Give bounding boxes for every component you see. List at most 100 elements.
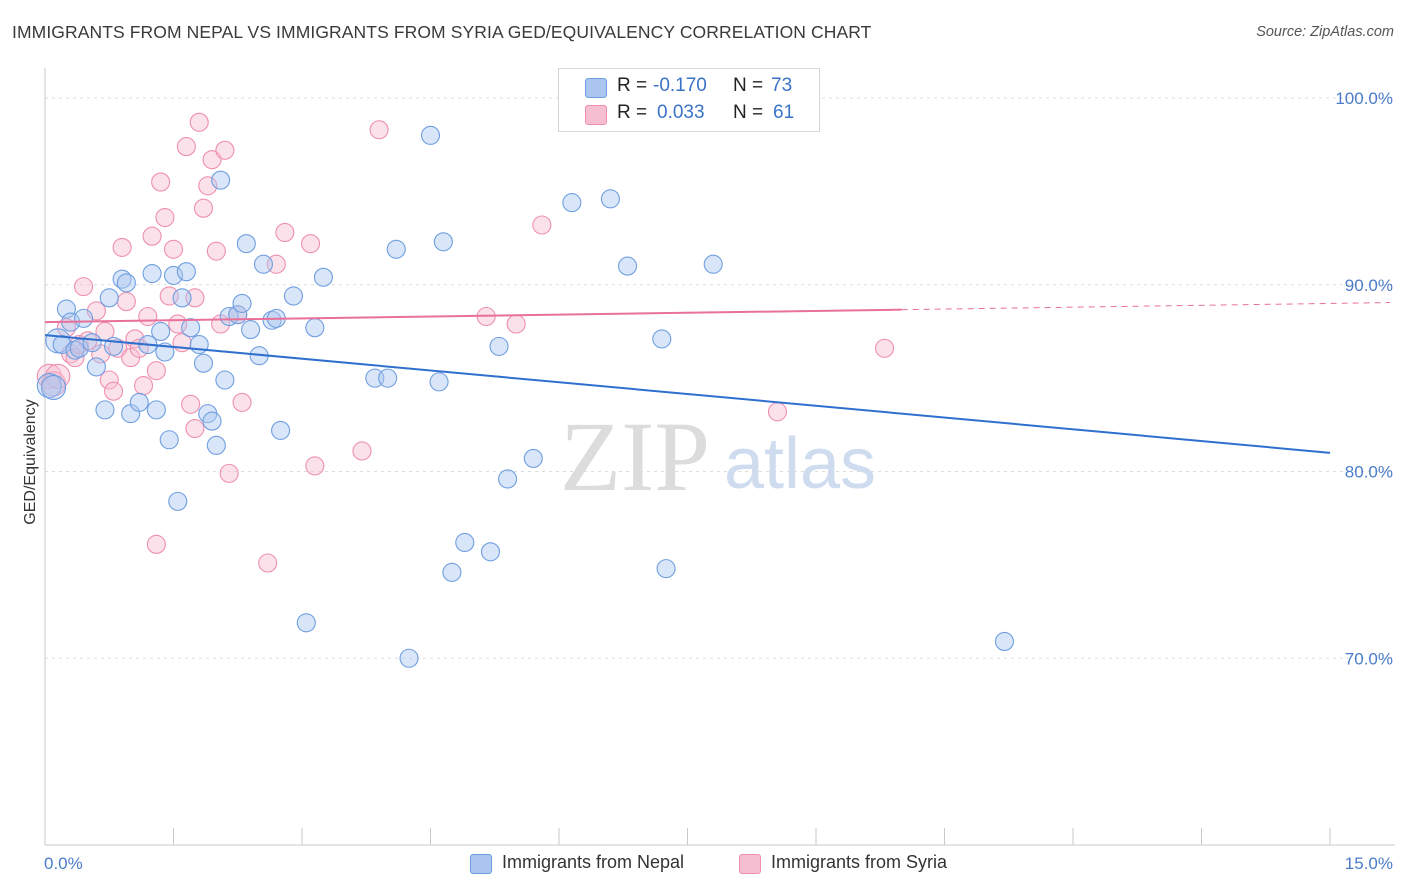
nepal-point (206, 435, 226, 455)
nepal-point (442, 562, 462, 582)
y-axis-label: GED/Equivalency (22, 399, 39, 524)
legend-n-value-syria: 61 (773, 102, 795, 123)
nepal-point (617, 256, 638, 276)
syria-point (185, 419, 205, 439)
syria-point (163, 239, 184, 259)
syria-point (181, 394, 201, 414)
nepal-point (296, 613, 316, 633)
legend-r-label: R = (617, 102, 648, 123)
nepal-point (656, 559, 676, 579)
x-tick-label: 0.0% (44, 854, 83, 873)
nepal-point (151, 321, 171, 341)
syria-point (193, 198, 214, 218)
nepal-point (116, 273, 136, 293)
nepal-point (232, 293, 252, 313)
legend-row-nepal: R = -0.170 N = 73 (559, 75, 819, 101)
syria-point (133, 376, 154, 396)
y-tick-label: 80.0% (1345, 463, 1393, 482)
nepal-point (202, 411, 222, 431)
legend-n-value-nepal: 73 (771, 75, 793, 96)
syria-point (301, 234, 321, 254)
nepal-point (703, 254, 723, 274)
watermark-zip: ZIP (560, 401, 710, 512)
bottom-legend-swatch-syria (739, 854, 761, 874)
syria-point (198, 176, 218, 196)
syria-point (155, 207, 175, 228)
nepal-point (181, 318, 201, 338)
nepal-point (236, 234, 256, 254)
legend-row-syria: R = 0.033 N = 61 (559, 102, 819, 128)
nepal-point (489, 336, 509, 356)
nepal-point (523, 448, 543, 468)
nepal-point (99, 288, 119, 308)
syria-point (215, 140, 235, 160)
syria-point (275, 222, 295, 243)
nepal-point (378, 368, 398, 388)
syria-point (176, 137, 196, 157)
correlation-legend: R = -0.170 N = 73 R = 0.033 N = 61 (558, 68, 820, 132)
nepal-point (283, 286, 303, 306)
nepal-point (305, 318, 325, 338)
y-tick-label: 70.0% (1345, 649, 1393, 668)
nepal-point (429, 372, 449, 392)
syria-point (369, 120, 389, 140)
legend-r-value-syria: 0.033 (657, 102, 705, 123)
syria-point (352, 441, 372, 461)
trend-line-syria-extension (901, 302, 1391, 311)
nepal-point (562, 193, 582, 213)
y-tick-label: 100.0% (1335, 89, 1393, 108)
nepal-point (82, 333, 102, 353)
syria-point (532, 215, 552, 235)
syria-point (219, 463, 239, 483)
nepal-point (168, 491, 188, 511)
nepal-point (95, 400, 115, 420)
syria-point (112, 237, 132, 257)
syria-point (116, 292, 136, 312)
nepal-point (313, 267, 333, 287)
syria-point (146, 361, 166, 381)
nepal-point (159, 430, 179, 450)
trend-line-syria (44, 308, 902, 324)
nepal-point (994, 631, 1015, 651)
nepal-point (433, 232, 453, 252)
nepal-point (129, 392, 149, 412)
syria-point (103, 381, 124, 401)
nepal-point (74, 308, 94, 328)
tick-labels: 70.0% 80.0% 90.0% 100.0% 0.0% 15.0% (44, 89, 1393, 873)
nepal-point (146, 400, 166, 420)
nepal-point (163, 265, 184, 285)
trend-lines (44, 302, 1391, 454)
syria-point (99, 370, 119, 390)
nepal-point (600, 189, 620, 209)
nepal-point (211, 170, 231, 190)
nepal-point (399, 648, 419, 668)
nepal-point (652, 329, 672, 349)
nepal-point (271, 420, 291, 440)
legend-r-label: R = (617, 75, 648, 96)
nepal-point (41, 374, 67, 401)
syria-point (767, 402, 788, 422)
bottom-legend-label-nepal: Immigrants from Nepal (502, 852, 685, 872)
legend-n-label: N = (733, 102, 764, 123)
nepal-point (172, 288, 192, 308)
legend-swatch-syria (585, 105, 607, 125)
syria-point (189, 112, 209, 132)
nepal-point (241, 320, 261, 340)
syria-point (138, 306, 158, 327)
chart-title: IMMIGRANTS FROM NEPAL VS IMMIGRANTS FROM… (12, 22, 872, 42)
syria-point (206, 241, 226, 261)
syria-point (142, 226, 162, 246)
syria-point (74, 277, 94, 297)
bottom-legend-swatch-nepal (470, 854, 492, 874)
syria-point (41, 371, 67, 397)
syria-point (874, 338, 895, 358)
nepal-point (386, 239, 406, 259)
syria-point (506, 314, 526, 334)
nepal-point (420, 125, 441, 145)
syria-point (202, 150, 222, 170)
nepal-point (142, 264, 162, 284)
syria-point (151, 172, 171, 192)
syria-point (258, 553, 278, 573)
y-tick-label: 90.0% (1345, 276, 1393, 295)
nepal-point (193, 353, 214, 373)
